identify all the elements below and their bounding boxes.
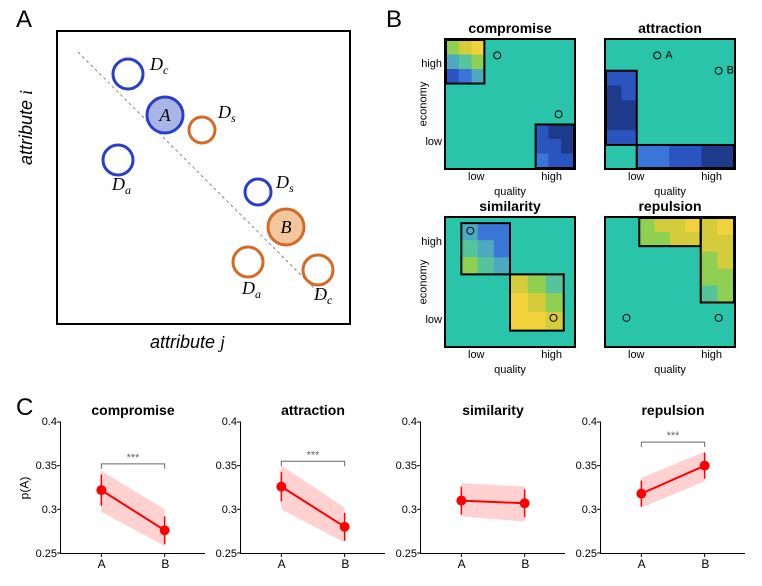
heatmap-title: attraction bbox=[606, 20, 734, 36]
figure-root: A B C ABDcDsDaDsDaDc attribute i attribu… bbox=[0, 0, 762, 586]
panel-a-label-Da_A: Da bbox=[111, 174, 131, 197]
panel-c-plot-repulsion: repulsion0.250.30.350.4AB*** bbox=[600, 422, 745, 554]
panel-a-label-Da_B: Da bbox=[241, 278, 261, 301]
panel-a-point-Da_B bbox=[233, 247, 263, 277]
panel-c-plot-compromise: compromise0.250.30.350.4p(A)AB*** bbox=[60, 422, 205, 554]
panel-a-point-Ds_A bbox=[189, 117, 215, 143]
heatmap-repulsion: repulsionlowhighquality bbox=[604, 216, 736, 348]
panel-a-point-Dc_A bbox=[113, 59, 143, 89]
heatmap-similarity: similaritylowhighqualitylowhigheconomy bbox=[444, 216, 576, 348]
svg-text:A: A bbox=[665, 49, 673, 61]
panel-a-label-Ds_A: Ds bbox=[217, 102, 236, 125]
panel-a-xlabel: attribute j bbox=[150, 332, 225, 353]
heatmap-compromise: compromiselowhighqualitylowhigheconomy bbox=[444, 38, 576, 170]
panel-a-label-Dc_A: Dc bbox=[149, 54, 169, 77]
panel-a-point-Dc_B bbox=[303, 255, 333, 285]
svg-text:A: A bbox=[159, 105, 172, 125]
svg-text:***: *** bbox=[127, 452, 140, 464]
svg-text:***: *** bbox=[667, 430, 680, 442]
heatmap-title: similarity bbox=[446, 198, 574, 214]
heatmap-title: repulsion bbox=[606, 198, 734, 214]
panel-a-svg: A B Dc Ds Da Ds Da Dc bbox=[58, 32, 349, 323]
panel-label-a: A bbox=[16, 6, 32, 34]
panel-a-label-Ds_B: Ds bbox=[275, 172, 294, 195]
heatmap-svg bbox=[446, 218, 574, 346]
heatmap-svg bbox=[606, 218, 734, 346]
panel-c: compromise0.250.30.350.4p(A)AB*** attract… bbox=[36, 402, 746, 572]
panel-a-point-Da_A bbox=[103, 145, 133, 175]
panel-b: compromiselowhighqualitylowhigheconomy at… bbox=[400, 16, 740, 348]
heatmap-title: compromise bbox=[446, 20, 574, 36]
panel-c-plot-attraction: attraction0.250.30.350.4AB*** bbox=[240, 422, 385, 554]
panel-a-label-Dc_B: Dc bbox=[313, 284, 333, 307]
heatmap-attraction: attractionlowhighqualityAB bbox=[604, 38, 736, 170]
panel-c-plot-similarity: similarity0.250.30.350.4AB bbox=[420, 422, 565, 554]
svg-text:***: *** bbox=[307, 449, 320, 461]
svg-text:B: B bbox=[727, 65, 734, 77]
panel-a: A B Dc Ds Da Ds Da Dc bbox=[56, 30, 351, 325]
heatmap-svg bbox=[446, 40, 574, 168]
panel-a-ylabel: attribute i bbox=[16, 90, 37, 165]
svg-text:B: B bbox=[281, 217, 292, 237]
panel-a-point-Ds_B bbox=[245, 179, 271, 205]
heatmap-svg: AB bbox=[606, 40, 734, 168]
